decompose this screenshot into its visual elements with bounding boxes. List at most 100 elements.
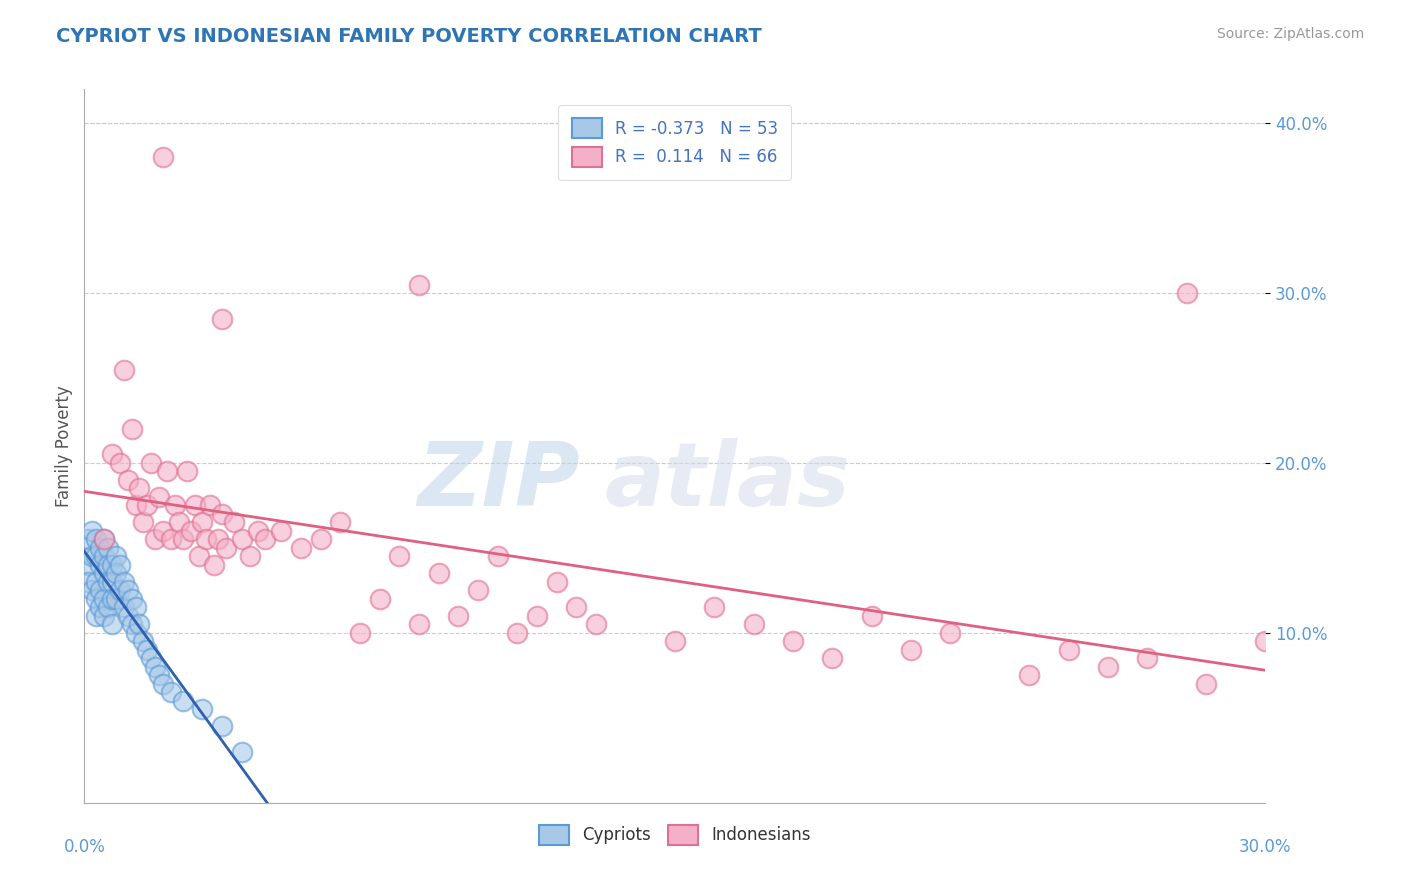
Point — [132, 634, 155, 648]
Point — [467, 583, 489, 598]
Point — [108, 456, 131, 470]
Point — [231, 745, 253, 759]
Point — [82, 549, 104, 564]
Point — [97, 574, 120, 589]
Legend: Cypriots, Indonesians: Cypriots, Indonesians — [533, 818, 817, 852]
Point — [447, 608, 470, 623]
Point — [101, 617, 124, 632]
Point — [148, 668, 170, 682]
Point — [77, 574, 100, 589]
Text: CYPRIOT VS INDONESIAN FAMILY POVERTY CORRELATION CHART: CYPRIOT VS INDONESIAN FAMILY POVERTY COR… — [56, 27, 762, 45]
Point — [124, 600, 146, 615]
Point — [290, 541, 312, 555]
Point — [1254, 634, 1277, 648]
Point — [93, 591, 115, 606]
Point — [121, 422, 143, 436]
Point — [89, 583, 111, 598]
Point — [93, 566, 115, 581]
Point — [104, 566, 127, 581]
Point — [211, 311, 233, 326]
Point — [526, 608, 548, 623]
Point — [215, 541, 238, 555]
Point — [112, 362, 135, 376]
Point — [117, 473, 139, 487]
Point — [860, 608, 883, 623]
Point — [207, 533, 229, 547]
Point — [408, 617, 430, 632]
Point — [172, 533, 194, 547]
Point — [104, 549, 127, 564]
Point — [93, 608, 115, 623]
Point — [101, 591, 124, 606]
Text: 0.0%: 0.0% — [63, 838, 105, 855]
Point — [172, 694, 194, 708]
Point — [202, 558, 225, 572]
Point — [148, 490, 170, 504]
Point — [546, 574, 568, 589]
Point — [254, 533, 277, 547]
Point — [143, 660, 166, 674]
Point — [211, 507, 233, 521]
Point — [97, 558, 120, 572]
Point — [117, 608, 139, 623]
Text: ZIP: ZIP — [418, 438, 581, 525]
Point — [128, 617, 150, 632]
Point — [84, 608, 107, 623]
Point — [101, 558, 124, 572]
Point — [1057, 643, 1080, 657]
Point — [900, 643, 922, 657]
Point — [141, 651, 163, 665]
Point — [427, 566, 450, 581]
Text: atlas: atlas — [605, 438, 849, 525]
Point — [124, 499, 146, 513]
Point — [108, 558, 131, 572]
Point — [1195, 677, 1218, 691]
Point — [93, 549, 115, 564]
Point — [89, 558, 111, 572]
Point — [167, 516, 190, 530]
Point — [565, 600, 588, 615]
Point — [388, 549, 411, 564]
Point — [246, 524, 269, 538]
Point — [309, 533, 332, 547]
Point — [211, 719, 233, 733]
Point — [97, 541, 120, 555]
Point — [132, 516, 155, 530]
Point — [191, 516, 214, 530]
Point — [200, 499, 222, 513]
Point — [136, 643, 159, 657]
Point — [231, 533, 253, 547]
Point — [506, 626, 529, 640]
Point — [156, 465, 179, 479]
Point — [821, 651, 844, 665]
Point — [101, 448, 124, 462]
Point — [368, 591, 391, 606]
Point — [160, 685, 183, 699]
Point — [124, 626, 146, 640]
Point — [84, 574, 107, 589]
Point — [183, 499, 205, 513]
Point — [112, 574, 135, 589]
Point — [585, 617, 607, 632]
Point — [191, 702, 214, 716]
Point — [89, 600, 111, 615]
Point — [121, 591, 143, 606]
Point — [329, 516, 352, 530]
Point — [143, 533, 166, 547]
Point — [84, 549, 107, 564]
Point — [82, 583, 104, 598]
Point — [84, 533, 107, 547]
Point — [108, 583, 131, 598]
Point — [141, 456, 163, 470]
Point — [112, 600, 135, 615]
Point — [77, 558, 100, 572]
Point — [163, 499, 186, 513]
Point — [408, 277, 430, 292]
Point — [1136, 651, 1159, 665]
Point — [664, 634, 686, 648]
Point — [195, 533, 218, 547]
Point — [176, 465, 198, 479]
Point — [152, 524, 174, 538]
Point — [97, 600, 120, 615]
Text: 30.0%: 30.0% — [1239, 838, 1292, 855]
